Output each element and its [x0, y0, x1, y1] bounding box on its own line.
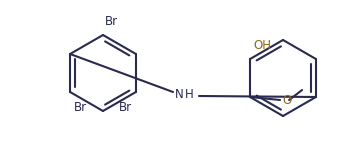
Text: Br: Br: [74, 101, 87, 114]
Text: O: O: [282, 93, 291, 107]
Text: H: H: [185, 88, 194, 100]
Text: N: N: [175, 88, 184, 100]
Text: OH: OH: [253, 39, 271, 52]
Text: Br: Br: [119, 101, 132, 114]
Text: Br: Br: [105, 15, 118, 28]
